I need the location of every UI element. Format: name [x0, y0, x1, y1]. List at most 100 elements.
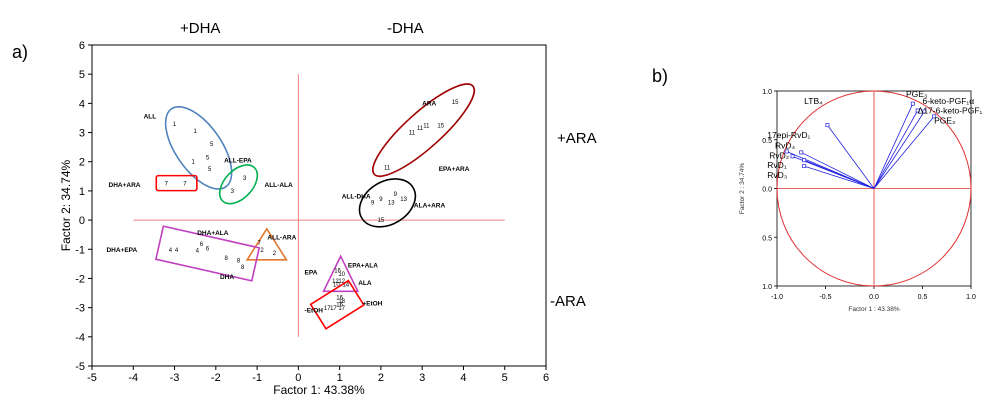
group-ala-ara: ALA+ARA: [414, 203, 446, 210]
group-dha-epa: DHA+EPA: [106, 247, 137, 254]
panel-b-x-axis-label: Factor 1 : 43.38%: [848, 306, 900, 313]
x-tick-label: 0.5: [918, 294, 928, 301]
x-tick-label: 6: [543, 372, 549, 384]
point-label: 6: [200, 242, 204, 248]
group-dha: DHA: [220, 274, 234, 281]
vector-line: [873, 103, 914, 189]
vector-label: 17epi-RvD₁: [767, 130, 810, 140]
vector: 6-keto-PGF₁α: [873, 96, 974, 189]
group-ellipse: [358, 178, 417, 228]
point-label: 11: [409, 131, 416, 137]
y-tick-label: 0.5: [762, 138, 772, 145]
x-tick-label: -5: [87, 372, 97, 384]
group-label: DHA+ARA: [109, 182, 141, 189]
y-tick-label: -5: [75, 361, 85, 373]
point-label: 8: [224, 256, 228, 262]
vector-line: [873, 111, 925, 189]
y-tick-label: -4: [75, 332, 85, 344]
group-label: EPA+ALA: [348, 262, 378, 269]
point-label: 11: [423, 123, 430, 129]
vector-label: Δ17-6-keto-PGF₁: [918, 106, 983, 116]
point-label: 7: [165, 182, 169, 188]
point-label: 5: [208, 167, 212, 173]
point-label: 10: [333, 282, 340, 288]
vector-endpoint: [802, 158, 807, 163]
group-dha-ara: 7 7 DHA+ARA: [109, 174, 198, 192]
panel-b-x-ticks: -1.0 -0.5 0.0 0.5 1.0: [771, 286, 976, 301]
y-tick-label: 1.0: [762, 89, 772, 96]
vector: RvD₃: [767, 164, 875, 189]
panel-a-label: a): [12, 42, 28, 62]
group-label: EPA: [305, 270, 318, 277]
point-label: 4: [196, 249, 200, 255]
point-label: 9: [394, 192, 398, 198]
x-tick-label: -1.0: [771, 294, 783, 301]
panel-b-y-axis-label: Factor 2 : 34.74%: [739, 163, 746, 215]
vector: RvD₁: [767, 158, 875, 189]
y-tick-label: 5: [79, 69, 85, 81]
x-tick-label: -0.5: [819, 294, 831, 301]
vector: LTB₄: [804, 96, 875, 189]
vector-endpoint: [910, 101, 915, 106]
point-label: 13: [400, 197, 407, 203]
y-tick-label: -2: [75, 273, 85, 285]
panel-b-y-ticks: 1.0 0.5 0.0 0.5 1.0: [762, 89, 777, 291]
point-label: 14: [342, 282, 349, 288]
group-all-epa: ALL-EPA: [224, 157, 252, 164]
point-label: 12: [338, 279, 345, 285]
point-label: 4: [175, 248, 179, 254]
vector-line: [804, 159, 875, 189]
group-ellipse: [164, 105, 233, 190]
group-label: ALA: [358, 280, 372, 287]
vector: PGE₃: [873, 89, 927, 189]
vector: RvD₄: [775, 141, 875, 189]
y-tick-label: 6: [79, 40, 85, 52]
point-label: 5: [210, 142, 214, 148]
group-label: ALL-DHA: [342, 194, 371, 201]
point-label: 1: [194, 129, 198, 135]
group-label: ALL-ARA: [267, 235, 296, 242]
y-tick-label: 1.0: [762, 284, 772, 291]
group-label: EPA+ARA: [439, 166, 470, 173]
group-triangle: [245, 227, 288, 261]
point-label: 12: [332, 279, 339, 285]
point-label: 16: [336, 295, 343, 301]
x-tick-label: 5: [502, 372, 508, 384]
group-all-ala: 3 3 ALL-ALA: [218, 164, 293, 205]
point-label: 17: [330, 306, 337, 312]
x-tick-label: 1: [337, 372, 343, 384]
group-ellipse: [372, 83, 476, 177]
group-ellipse: [218, 164, 259, 205]
y-tick-label: 0.5: [762, 235, 772, 242]
point-label: 11: [384, 166, 391, 172]
point-label: 10: [338, 272, 345, 278]
panel-a-y-axis-label: Factor 2: 34.74%: [59, 159, 73, 251]
x-tick-label: 4: [460, 372, 466, 384]
point-label: 17: [324, 306, 331, 312]
point-label: 9: [379, 197, 383, 203]
panel-a-guide-lines: [133, 74, 505, 337]
point-label: 7: [257, 241, 261, 247]
point-label: 7: [183, 182, 187, 188]
group-label: ARA: [422, 100, 436, 107]
point-label: 8: [237, 258, 241, 264]
group-triangle: [322, 254, 360, 293]
point-label: 9: [371, 201, 375, 207]
panel-b-label: b): [652, 66, 668, 86]
panel-b-chart: b) -1.0 -0.5 0.0 0.5 1.0 1.0 0.5 0.0 0.5 1.0 LTB…: [652, 66, 983, 313]
group-rect: [309, 279, 365, 330]
point-label: 16: [336, 303, 343, 309]
vector-label: RvD₂: [769, 150, 789, 160]
group-label: DHA+EPA: [106, 247, 137, 254]
point-label: 11: [417, 126, 424, 132]
vector-endpoint: [922, 109, 927, 114]
y-tick-label: 4: [79, 98, 85, 110]
group-rect: [154, 225, 261, 282]
